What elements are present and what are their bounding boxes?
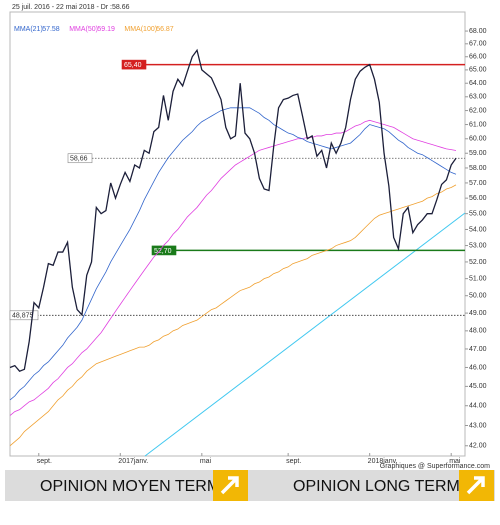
- level-label-box: [67, 153, 93, 164]
- y-tick-label: 63.00: [469, 94, 487, 101]
- y-tick-label: 47.00: [469, 346, 487, 353]
- arrow-icon: [220, 476, 239, 495]
- chart-subtitle: 25 juil. 2016 - 22 mai 2018 - Dr :: [12, 4, 112, 11]
- level-label: 48,875: [12, 313, 34, 320]
- y-tick-label: 66.00: [469, 54, 487, 61]
- last-price: 58.66: [112, 4, 130, 11]
- y-tick-label: 55.00: [469, 211, 487, 218]
- y-tick-label: 68.00: [469, 28, 487, 35]
- y-tick-label: 52.00: [469, 259, 487, 266]
- y-tick-label: 62.00: [469, 107, 487, 114]
- arrow-icon: [466, 476, 485, 495]
- y-tick-label: 67.00: [469, 41, 487, 48]
- legend-value: 57.58: [42, 26, 60, 33]
- legend-label: MMA(100): [124, 26, 157, 33]
- y-tick-label: 43.00: [469, 422, 487, 429]
- x-tick-label: mai: [449, 458, 461, 465]
- legend-label: MMA(50): [69, 26, 98, 33]
- y-tick-label: 45.00: [469, 383, 487, 390]
- y-tick-label: 57.00: [469, 180, 487, 187]
- plot-frame: [9, 11, 466, 457]
- level-label: 65,40: [124, 62, 142, 69]
- series-line: [9, 48, 457, 372]
- level-label-box: [9, 310, 39, 321]
- x-tick-label: 2017janv.: [118, 458, 148, 465]
- x-tick-label: sept.: [37, 458, 52, 465]
- y-tick-label: 50.00: [469, 293, 487, 300]
- level-label: 58,66: [70, 156, 88, 163]
- opinion-bar: [5, 470, 495, 501]
- y-tick-label: 61.00: [469, 121, 487, 128]
- y-tick-label: 42.00: [469, 443, 487, 450]
- legend-value: 56.87: [156, 26, 174, 33]
- legend-value: 59.19: [97, 26, 115, 33]
- x-tick-label: sept.: [286, 458, 301, 465]
- legend-label: MMA(21): [14, 26, 43, 33]
- y-tick-label: 54.00: [469, 226, 487, 233]
- y-tick-label: 48.00: [469, 328, 487, 335]
- x-tick-label: mai: [200, 458, 212, 465]
- y-tick-label: 64.00: [469, 80, 487, 87]
- y-tick-label: 51.00: [469, 276, 487, 283]
- x-tick-label: 2018janv.: [368, 458, 398, 465]
- series-line: [9, 184, 457, 447]
- level-label: 52,70: [154, 248, 172, 255]
- trend-line: [144, 212, 466, 457]
- y-tick-label: 65.00: [469, 67, 487, 74]
- y-tick-label: 49.00: [469, 310, 487, 317]
- level-label-box: [151, 245, 177, 256]
- button-label[interactable]: OPINION MOYEN TERME: [40, 478, 231, 495]
- y-tick-label: 46.00: [469, 364, 487, 371]
- y-tick-label: 56.00: [469, 195, 487, 202]
- y-tick-label: 60.00: [469, 136, 487, 143]
- y-tick-label: 53.00: [469, 242, 487, 249]
- y-tick-label: 59.00: [469, 150, 487, 157]
- credit: Graphiques @ Superformance.com: [380, 463, 490, 470]
- button-label[interactable]: OPINION LONG TERME: [293, 478, 471, 495]
- y-tick-label: 44.00: [469, 403, 487, 410]
- y-tick-label: 58.00: [469, 165, 487, 172]
- level-label-box: [121, 59, 147, 70]
